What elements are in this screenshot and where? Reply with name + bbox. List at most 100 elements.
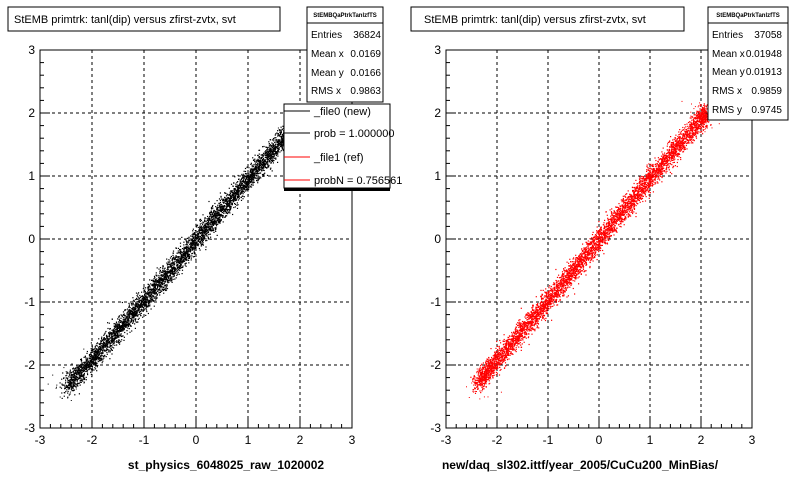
panel-1-scatter-point — [126, 330, 127, 331]
panel-1-scatter-point — [107, 336, 108, 337]
panel-1-scatter-point — [114, 341, 115, 342]
panel-1-scatter-point — [257, 161, 258, 162]
panel-1-scatter-point — [260, 162, 261, 163]
panel-1-scatter-point — [100, 353, 101, 354]
panel-1-scatter-point — [266, 168, 267, 169]
panel-1-scatter-point — [77, 383, 78, 384]
panel-1-scatter-point — [156, 272, 157, 273]
panel-1-scatter-point — [117, 324, 118, 325]
panel-1-scatter-point — [118, 317, 119, 318]
panel-1-scatter-point — [158, 275, 159, 276]
panel-1-scatter-point — [221, 199, 222, 200]
panel-1-scatter-point — [205, 246, 206, 247]
panel-1-scatter-point — [217, 200, 218, 201]
panel-1-scatter-point — [238, 175, 239, 176]
panel-1-scatter-point — [147, 296, 148, 297]
panel-1-scatter-point — [102, 345, 103, 346]
panel-1-scatter-point — [210, 215, 211, 216]
panel-1-scatter-point — [103, 343, 104, 344]
panel-1-scatter-point — [153, 280, 154, 281]
panel-1-scatter-point — [194, 256, 195, 257]
panel-1-scatter-point — [67, 378, 68, 379]
panel-1-scatter-point — [233, 199, 234, 200]
panel-1-scatter-point — [167, 272, 168, 273]
panel-1-scatter-point — [194, 251, 195, 252]
panel-1-scatter-point — [179, 262, 180, 263]
panel-1-scatter-point — [183, 242, 184, 243]
panel-1-scatter-point — [201, 232, 202, 233]
panel-1-scatter-point — [74, 373, 75, 374]
panel-1-scatter-point — [243, 174, 244, 175]
panel-1-scatter-point — [136, 298, 137, 299]
panel-1-scatter-point — [131, 303, 132, 304]
panel-1-scatter-point — [210, 234, 211, 235]
panel-1-scatter-point — [119, 315, 120, 316]
panel-1-scatter-point — [161, 282, 162, 283]
panel-1-scatter-point — [169, 280, 170, 281]
panel-1-scatter-point — [86, 369, 87, 370]
panel-1-scatter-point — [269, 154, 270, 155]
panel-1-scatter-point — [278, 133, 279, 134]
panel-1-scatter-point — [254, 161, 255, 162]
panel-1-scatter-point — [276, 151, 277, 152]
panel-1-scatter-point — [133, 307, 134, 308]
panel-1-scatter-point — [223, 221, 224, 222]
panel-1-scatter-point — [93, 359, 94, 360]
panel-1-scatter-point — [95, 368, 96, 369]
panel-1-scatter-point — [197, 231, 198, 232]
panel-1-scatter-point — [241, 197, 242, 198]
panel-1-scatter-point — [256, 180, 257, 181]
panel-1-scatter-point — [148, 301, 149, 302]
panel-1-scatter-point — [130, 325, 131, 326]
panel-1-scatter-point — [115, 329, 116, 330]
panel-1-scatter-point — [261, 169, 262, 170]
panel-1-scatter-point — [169, 261, 170, 262]
panel-1-scatter-point — [73, 379, 74, 380]
panel-1-scatter-point — [103, 347, 104, 348]
panel-1-scatter-point — [195, 244, 196, 245]
panel-1-scatter-point — [128, 319, 129, 320]
panel-1-scatter-point — [163, 280, 164, 281]
panel-1-scatter-point — [167, 284, 168, 285]
panel-1-scatter-point — [173, 266, 174, 267]
panel-1-scatter-point — [137, 294, 138, 295]
panel-1-scatter-point — [79, 368, 80, 369]
panel-1-scatter-point — [48, 384, 49, 385]
panel-1-scatter-point — [260, 163, 261, 164]
panel-1-scatter-point — [233, 182, 234, 183]
panel-1-scatter-point — [129, 324, 130, 325]
panel-1-scatter-point — [154, 290, 155, 291]
panel-1-scatter-point — [241, 200, 242, 201]
panel-1-scatter-point — [278, 142, 279, 143]
panel-1-scatter-point — [85, 366, 86, 367]
panel-1-scatter-point — [94, 354, 95, 355]
panel-1-scatter-point — [119, 324, 120, 325]
panel-1-scatter-point — [160, 280, 161, 281]
panel-1-scatter-point — [221, 209, 222, 210]
panel-1-scatter-point — [225, 203, 226, 204]
panel-1-scatter-point — [140, 300, 141, 301]
panel-1-scatter-point — [197, 233, 198, 234]
panel-1-scatter-point — [201, 223, 202, 224]
panel-1-scatter-point — [273, 147, 274, 148]
panel-1-scatter-point — [168, 262, 169, 263]
panel-1-scatter-point — [73, 383, 74, 384]
panel-1-scatter-point — [252, 173, 253, 174]
panel-1-scatter-point — [74, 370, 75, 371]
panel-1-scatter-point — [138, 308, 139, 309]
panel-1-scatter-point — [71, 377, 72, 378]
panel-1-scatter-point — [193, 249, 194, 250]
panel-1-scatter-point — [165, 285, 166, 286]
panel-1-scatter-point — [277, 130, 278, 131]
panel-1-scatter-point — [278, 139, 279, 140]
panel-1-scatter-point — [60, 387, 61, 388]
panel-1-scatter-point — [259, 156, 260, 157]
panel-1-scatter-point — [132, 314, 133, 315]
panel-1-scatter-point — [87, 358, 88, 359]
panel-1-scatter-point — [204, 230, 205, 231]
panel-1-scatter-point — [123, 329, 124, 330]
panel-1-scatter-point — [80, 359, 81, 360]
panel-1-scatter-point — [106, 343, 107, 344]
panel-1-scatter-point — [282, 147, 283, 148]
panel-1-scatter-point — [145, 291, 146, 292]
